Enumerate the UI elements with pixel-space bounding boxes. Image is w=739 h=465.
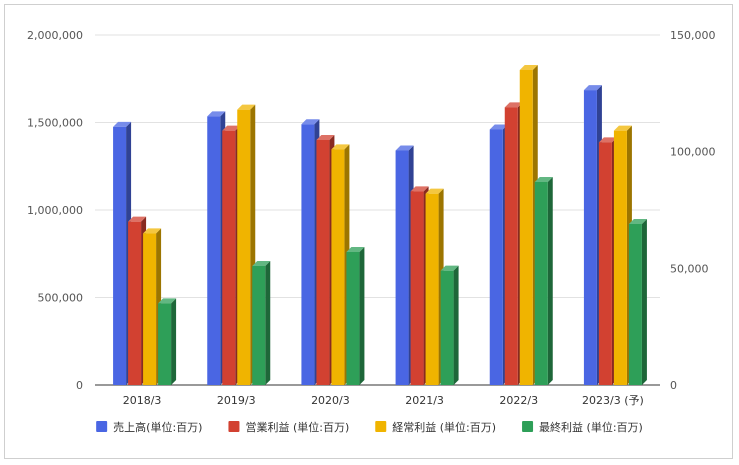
bar-front xyxy=(440,270,454,385)
bar-side xyxy=(641,219,647,385)
bar-front xyxy=(598,142,612,385)
bar-front xyxy=(237,109,251,386)
legend-label: 経常利益 (単位:百万) xyxy=(392,420,496,434)
x-category-label: 2021/3 xyxy=(405,394,444,407)
bar-front xyxy=(425,193,439,385)
bar-top xyxy=(252,261,271,266)
legend-swatch xyxy=(96,421,108,432)
bar-front xyxy=(128,221,142,385)
bar-top xyxy=(583,85,602,91)
bar-top xyxy=(207,111,226,117)
y-right-tick-label: 100,000 xyxy=(670,146,716,159)
bar-4-2018/3 xyxy=(158,298,177,385)
bar-top xyxy=(425,188,444,194)
bar-side xyxy=(547,177,553,385)
bar-top xyxy=(346,247,365,252)
legend-swatch xyxy=(522,421,534,432)
bar-4-2019/3 xyxy=(252,261,271,385)
bar-front xyxy=(158,303,172,385)
bar-front xyxy=(252,266,266,385)
bar-top xyxy=(628,219,647,224)
legend-item-2: 営業利益 (単位:百万) xyxy=(228,420,349,434)
bar-top xyxy=(128,216,147,222)
legend-label: 営業利益 (単位:百万) xyxy=(245,420,349,434)
x-category-label: 2019/3 xyxy=(217,394,256,407)
bar-side xyxy=(453,265,459,385)
bar-front xyxy=(504,107,518,385)
bar-top xyxy=(440,265,459,271)
bar-top xyxy=(519,65,538,70)
bar-top xyxy=(237,104,256,110)
x-category-label: 2022/3 xyxy=(499,394,538,407)
bar-side xyxy=(359,247,365,385)
bar-4-2023/3 (予) xyxy=(628,219,647,385)
bar-top xyxy=(489,124,508,130)
chart-frame: 0 500,000 1,000,000 1,500,000 2,000,000 0 50,0… xyxy=(4,4,733,459)
y-right-tick-label: 150,000 xyxy=(670,29,716,42)
x-category-label: 2020/3 xyxy=(311,394,350,407)
bar-4-2020/3 xyxy=(346,247,365,385)
bar-front xyxy=(316,140,330,385)
bar-top xyxy=(222,125,241,131)
bar-top xyxy=(316,135,335,140)
bar-chart: 0 500,000 1,000,000 1,500,000 2,000,000 0 50,0… xyxy=(27,29,715,434)
bar-front xyxy=(628,224,642,385)
y-left-tick-label: 0 xyxy=(76,379,83,392)
legend-item-1: 売上高(単位:百万) xyxy=(96,420,202,434)
bar-front xyxy=(410,191,424,385)
y-left-tick-label: 1,000,000 xyxy=(27,204,83,217)
bar-top xyxy=(143,228,162,234)
bar-top xyxy=(331,144,350,150)
x-category-label: 2023/3 (予) xyxy=(582,394,644,407)
bar-front xyxy=(583,90,597,385)
bar-front xyxy=(346,252,360,385)
bar-4-2022/3 xyxy=(534,177,553,385)
bar-front xyxy=(395,150,409,385)
bar-front xyxy=(222,130,236,385)
legend-item-4: 最終利益 (単位:百万) xyxy=(522,420,643,434)
bars xyxy=(113,65,647,386)
bar-top xyxy=(158,298,177,304)
bar-front xyxy=(207,116,221,385)
bar-side xyxy=(265,261,271,385)
legend: 売上高(単位:百万) 営業利益 (単位:百万) 経常利益 (単位:百万) 最終利益 (… xyxy=(96,420,643,434)
bar-front xyxy=(143,233,157,385)
bar-top xyxy=(113,121,132,127)
legend-item-3: 経常利益 (単位:百万) xyxy=(375,420,496,434)
legend-label: 売上高(単位:百万) xyxy=(113,420,202,434)
bar-top xyxy=(301,119,320,125)
bar-front xyxy=(331,149,345,385)
bar-front xyxy=(113,126,127,385)
bar-top xyxy=(534,177,553,182)
gridlines xyxy=(95,34,660,386)
y-left-tick-label: 1,500,000 xyxy=(27,117,83,130)
y-right-tick-label: 50,000 xyxy=(670,262,709,275)
bar-top xyxy=(598,137,617,143)
bar-top xyxy=(504,102,523,108)
bar-front xyxy=(489,129,503,385)
bar-top xyxy=(613,125,632,131)
bar-front xyxy=(519,70,533,385)
y-left-tick-label: 500,000 xyxy=(38,292,84,305)
legend-swatch xyxy=(228,421,240,432)
axes: 0 500,000 1,000,000 1,500,000 2,000,000 0 50,0… xyxy=(27,29,715,407)
bar-4-2021/3 xyxy=(440,265,459,385)
legend-label: 最終利益 (単位:百万) xyxy=(539,420,643,434)
bar-front xyxy=(613,130,627,385)
y-left-tick-label: 2,000,000 xyxy=(27,29,83,42)
bar-top xyxy=(395,145,414,151)
legend-swatch xyxy=(375,421,387,432)
bar-side xyxy=(171,298,177,385)
bar-front xyxy=(301,124,315,385)
bar-front xyxy=(534,182,548,385)
bar-top xyxy=(410,186,429,192)
y-right-tick-label: 0 xyxy=(670,379,677,392)
x-category-label: 2018/3 xyxy=(123,394,162,407)
